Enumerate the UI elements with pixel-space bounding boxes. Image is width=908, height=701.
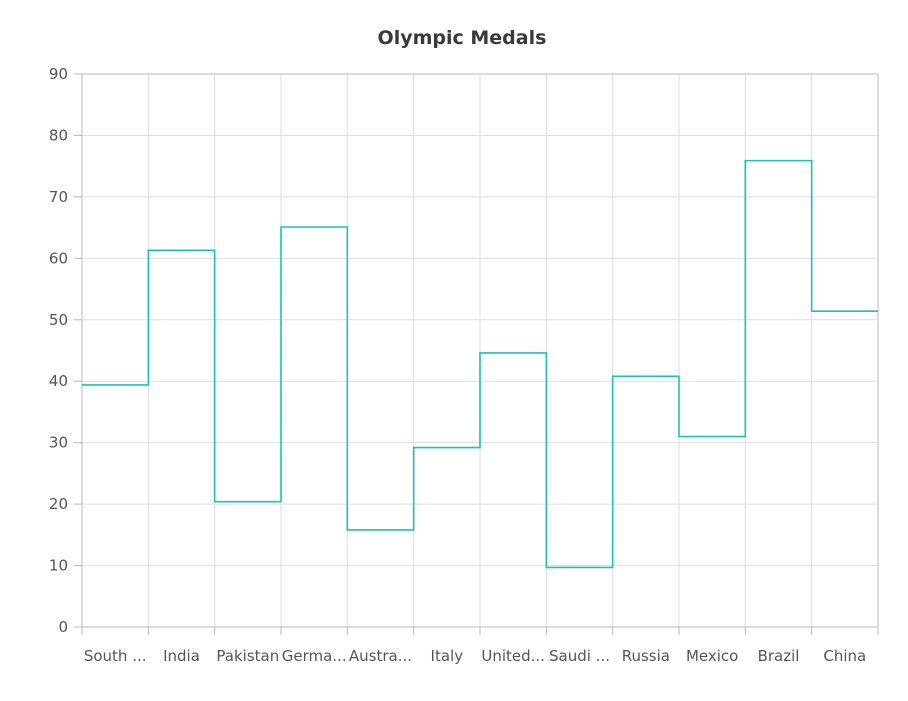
y-tick-label: 60 (49, 249, 68, 267)
y-tick-label: 90 (49, 65, 68, 83)
data-point[interactable] (510, 350, 516, 356)
y-tick-label: 50 (49, 311, 68, 329)
chart-title: Olympic Medals (378, 27, 547, 49)
y-tick-label: 80 (49, 126, 68, 144)
data-point[interactable] (643, 373, 649, 379)
y-tick-label: 70 (49, 188, 68, 206)
data-point[interactable] (776, 158, 782, 164)
y-tick-label: 30 (49, 434, 68, 452)
y-tick-label: 20 (49, 495, 68, 513)
x-tick-label: Pakistan (216, 647, 279, 665)
x-tick-label: Germa... (282, 647, 347, 665)
data-point[interactable] (179, 247, 185, 253)
axes (74, 73, 879, 635)
x-tick-label: Brazil (758, 647, 800, 665)
y-tick-label: 0 (58, 618, 68, 636)
data-point[interactable] (378, 527, 384, 533)
x-tick-label: Mexico (686, 647, 738, 665)
tick-labels: 0 10 20 30 40 50 60 70 80 90 South ... India Pakista… (49, 65, 866, 665)
x-tick-label: India (163, 647, 200, 665)
x-tick-label: China (823, 647, 866, 665)
data-point[interactable] (112, 382, 118, 388)
data-point[interactable] (842, 308, 848, 314)
x-tick-label: South ... (84, 647, 147, 665)
data-point[interactable] (311, 224, 317, 230)
x-tick-label: United... (481, 647, 545, 665)
data-point[interactable] (577, 564, 583, 570)
data-point[interactable] (245, 499, 251, 505)
data-point[interactable] (444, 445, 450, 451)
y-tick-label: 40 (49, 372, 68, 390)
series (82, 158, 878, 570)
x-tick-label: Italy (431, 647, 464, 665)
y-tick-label: 10 (49, 557, 68, 575)
x-tick-label: Austra... (349, 647, 412, 665)
x-tick-label: Russia (622, 647, 670, 665)
x-tick-label: Saudi ... (549, 647, 610, 665)
gridlines (82, 73, 878, 627)
series-step-line (82, 159, 878, 569)
data-point[interactable] (709, 434, 715, 440)
